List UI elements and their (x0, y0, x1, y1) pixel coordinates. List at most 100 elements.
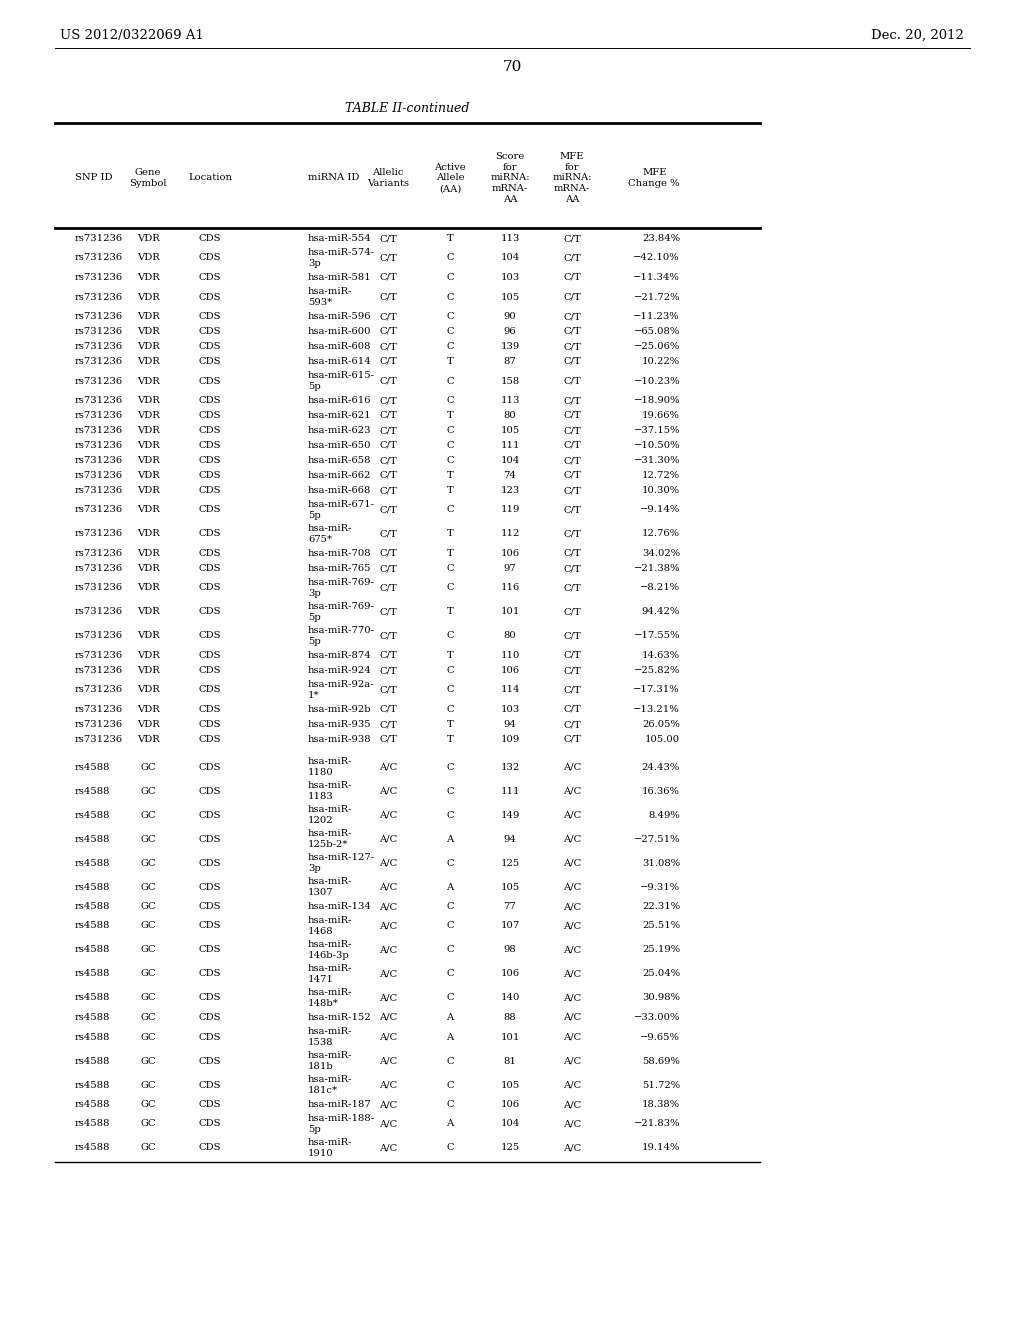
Text: CDS: CDS (199, 607, 221, 616)
Text: C: C (446, 667, 454, 675)
Text: C/T: C/T (379, 651, 397, 660)
Text: −31.30%: −31.30% (634, 455, 680, 465)
Text: Allelic
Variants: Allelic Variants (367, 168, 409, 187)
Text: 105: 105 (501, 426, 519, 436)
Text: 139: 139 (501, 342, 519, 351)
Text: C: C (446, 858, 454, 867)
Text: C/T: C/T (379, 396, 397, 405)
Text: 111: 111 (501, 787, 520, 796)
Text: hsa-miR-623: hsa-miR-623 (308, 426, 372, 436)
Text: 25.19%: 25.19% (642, 945, 680, 954)
Text: A/C: A/C (379, 1143, 397, 1152)
Text: GC: GC (140, 883, 156, 891)
Text: −10.50%: −10.50% (634, 441, 680, 450)
Text: rs731236: rs731236 (75, 719, 123, 729)
Text: hsa-miR-596: hsa-miR-596 (308, 312, 372, 321)
Text: C: C (446, 564, 454, 573)
Text: rs731236: rs731236 (75, 396, 123, 405)
Text: C: C (446, 441, 454, 450)
Text: C/T: C/T (379, 486, 397, 495)
Text: 51.72%: 51.72% (642, 1081, 680, 1089)
Text: rs4588: rs4588 (75, 945, 111, 954)
Text: A/C: A/C (379, 763, 397, 771)
Text: CDS: CDS (199, 685, 221, 694)
Text: GC: GC (140, 969, 156, 978)
Text: C/T: C/T (379, 583, 397, 593)
Text: hsa-miR-616: hsa-miR-616 (308, 396, 372, 405)
Text: −8.21%: −8.21% (640, 583, 680, 593)
Text: A/C: A/C (379, 969, 397, 978)
Text: C/T: C/T (379, 705, 397, 714)
Text: A: A (446, 1012, 454, 1022)
Text: −9.65%: −9.65% (640, 1032, 680, 1041)
Text: T: T (446, 735, 454, 744)
Text: −21.38%: −21.38% (634, 564, 680, 573)
Text: C/T: C/T (379, 426, 397, 436)
Text: VDR: VDR (136, 705, 160, 714)
Text: C: C (446, 763, 454, 771)
Text: 25.04%: 25.04% (642, 969, 680, 978)
Text: VDR: VDR (136, 631, 160, 640)
Text: hsa-miR-
1202: hsa-miR- 1202 (308, 805, 352, 825)
Text: A/C: A/C (563, 1081, 582, 1089)
Text: C: C (446, 455, 454, 465)
Text: GC: GC (140, 834, 156, 843)
Text: rs731236: rs731236 (75, 471, 123, 480)
Text: A/C: A/C (563, 1100, 582, 1109)
Text: C/T: C/T (563, 253, 581, 263)
Text: C: C (446, 396, 454, 405)
Text: hsa-miR-
1468: hsa-miR- 1468 (308, 916, 352, 936)
Text: CDS: CDS (199, 564, 221, 573)
Text: A/C: A/C (379, 834, 397, 843)
Text: 80: 80 (504, 411, 516, 420)
Text: C/T: C/T (563, 376, 581, 385)
Text: 58.69%: 58.69% (642, 1056, 680, 1065)
Text: CDS: CDS (199, 763, 221, 771)
Text: hsa-miR-769-
5p: hsa-miR-769- 5p (308, 602, 375, 622)
Text: CDS: CDS (199, 735, 221, 744)
Text: C/T: C/T (563, 312, 581, 321)
Text: 98: 98 (504, 945, 516, 954)
Text: VDR: VDR (136, 564, 160, 573)
Text: 81: 81 (504, 1056, 516, 1065)
Text: T: T (446, 549, 454, 558)
Text: GC: GC (140, 1056, 156, 1065)
Text: C: C (446, 902, 454, 911)
Text: hsa-miR-662: hsa-miR-662 (308, 471, 372, 480)
Text: GC: GC (140, 994, 156, 1002)
Text: CDS: CDS (199, 455, 221, 465)
Text: rs731236: rs731236 (75, 735, 123, 744)
Text: −21.83%: −21.83% (634, 1119, 680, 1129)
Text: rs731236: rs731236 (75, 426, 123, 436)
Text: VDR: VDR (136, 426, 160, 436)
Text: CDS: CDS (199, 312, 221, 321)
Text: VDR: VDR (136, 342, 160, 351)
Text: C: C (446, 327, 454, 337)
Text: C: C (446, 1056, 454, 1065)
Text: VDR: VDR (136, 529, 160, 539)
Text: hsa-miR-708: hsa-miR-708 (308, 549, 372, 558)
Text: C/T: C/T (563, 705, 581, 714)
Text: rs731236: rs731236 (75, 342, 123, 351)
Text: GC: GC (140, 1081, 156, 1089)
Text: C/T: C/T (563, 564, 581, 573)
Text: 106: 106 (501, 549, 519, 558)
Text: A/C: A/C (379, 1100, 397, 1109)
Text: T: T (446, 529, 454, 539)
Text: C/T: C/T (563, 234, 581, 243)
Text: −13.21%: −13.21% (634, 705, 680, 714)
Text: MFE
for
miRNA:
mRNA-
AA: MFE for miRNA: mRNA- AA (552, 152, 592, 205)
Text: CDS: CDS (199, 1032, 221, 1041)
Text: CDS: CDS (199, 858, 221, 867)
Text: 88: 88 (504, 1012, 516, 1022)
Text: −25.06%: −25.06% (634, 342, 680, 351)
Text: VDR: VDR (136, 312, 160, 321)
Text: VDR: VDR (136, 396, 160, 405)
Text: A/C: A/C (563, 1012, 582, 1022)
Text: Score
for
miRNA:
mRNA-
AA: Score for miRNA: mRNA- AA (490, 152, 529, 205)
Text: VDR: VDR (136, 327, 160, 337)
Text: −25.82%: −25.82% (634, 667, 680, 675)
Text: T: T (446, 471, 454, 480)
Text: CDS: CDS (199, 1056, 221, 1065)
Text: 24.43%: 24.43% (642, 763, 680, 771)
